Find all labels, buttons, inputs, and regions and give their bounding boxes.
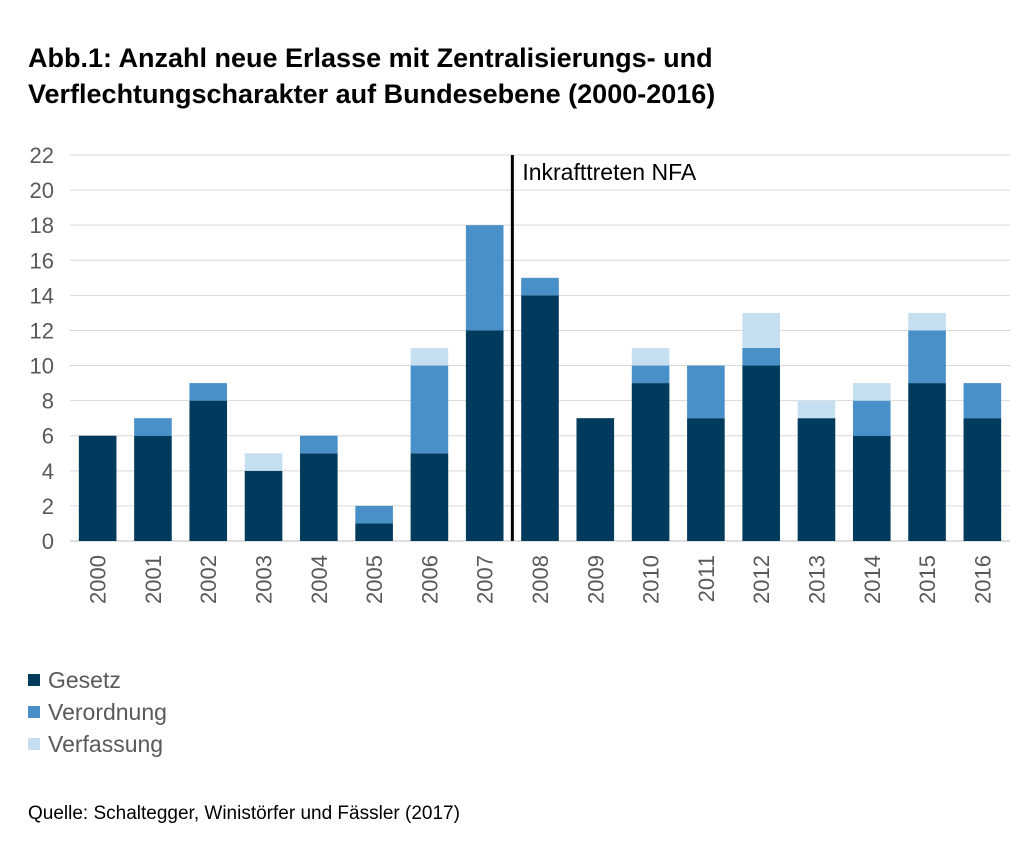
bar-gesetz-2008 xyxy=(521,295,559,541)
x-tick-label: 2011 xyxy=(694,555,719,602)
bar-verordnung-2001 xyxy=(134,418,172,436)
x-tick-label: 2001 xyxy=(141,555,166,604)
bar-gesetz-2002 xyxy=(189,400,228,541)
bar-verordnung-2006 xyxy=(410,365,449,454)
legend: Gesetz Verordnung Verfassung xyxy=(28,664,167,760)
x-tick-label: 2007 xyxy=(473,555,498,604)
x-tick-label: 2008 xyxy=(528,555,553,604)
bar-gesetz-2014 xyxy=(852,435,891,541)
annotation-label: Inkrafttreten NFA xyxy=(522,159,697,185)
bar-verfassung-2015 xyxy=(908,312,946,331)
legend-item-verordnung: Verordnung xyxy=(28,696,167,728)
legend-label: Gesetz xyxy=(48,666,121,693)
legend-label: Verordnung xyxy=(48,698,167,725)
bar-gesetz-2013 xyxy=(797,418,836,541)
bar-verordnung-2012 xyxy=(742,348,780,366)
bar-verordnung-2010 xyxy=(631,365,670,384)
x-tick-label: 2002 xyxy=(196,555,221,604)
source-note: Quelle: Schaltegger, Winistörfer und Fäs… xyxy=(28,803,460,824)
bar-verordnung-2011 xyxy=(687,365,725,419)
legend-swatch xyxy=(28,674,40,686)
x-tick-label: 2000 xyxy=(86,555,111,604)
bar-gesetz-2000 xyxy=(78,435,117,541)
bar-gesetz-2007 xyxy=(465,330,504,541)
x-tick-label: 2014 xyxy=(860,555,885,604)
bar-verfassung-2014 xyxy=(852,383,891,401)
x-tick-label: 2012 xyxy=(749,555,774,604)
bar-gesetz-2006 xyxy=(410,453,449,541)
bar-gesetz-2010 xyxy=(631,383,670,541)
bar-gesetz-2001 xyxy=(134,435,172,541)
y-tick-label: 20 xyxy=(30,178,54,203)
bar-gesetz-2005 xyxy=(355,523,393,541)
bar-verordnung-2002 xyxy=(189,383,228,401)
bar-verordnung-2008 xyxy=(521,277,559,296)
legend-label: Verfassung xyxy=(48,730,164,757)
y-tick-label: 12 xyxy=(30,318,54,343)
x-tick-label: 2010 xyxy=(639,555,664,604)
bar-verordnung-2015 xyxy=(908,330,946,384)
bar-verordnung-2007 xyxy=(465,225,504,331)
x-tick-label: 2004 xyxy=(307,555,332,604)
chart-title-line-1: Abb.1: Anzahl neue Erlasse mit Zentralis… xyxy=(28,43,713,73)
bar-gesetz-2016 xyxy=(963,418,1002,541)
y-tick-label: 0 xyxy=(42,529,54,554)
bar-verfassung-2010 xyxy=(631,348,670,366)
chart-title-line-2: Verflechtungscharakter auf Bundesebene (… xyxy=(28,79,716,109)
bar-verordnung-2016 xyxy=(963,383,1002,419)
bar-verfassung-2012 xyxy=(742,312,780,348)
x-tick-label: 2005 xyxy=(362,555,387,604)
bar-chart: 0 2 4 6 8 10 12 14 16 18 20 22 2000 2001 2002 2003 2004 2… xyxy=(30,143,1010,604)
bar-verordnung-2005 xyxy=(355,505,393,524)
legend-swatch xyxy=(28,706,40,718)
x-tick-label: 2016 xyxy=(970,555,995,604)
bar-verordnung-2004 xyxy=(300,435,338,454)
chart-title: Abb.1: Anzahl neue Erlasse mit Zentralis… xyxy=(28,40,988,112)
legend-swatch xyxy=(28,738,40,750)
x-tick-label: 2003 xyxy=(252,555,277,604)
y-tick-label: 16 xyxy=(30,248,54,273)
y-tick-label: 22 xyxy=(30,143,54,168)
y-tick-label: 8 xyxy=(42,389,54,414)
bar-gesetz-2015 xyxy=(908,383,946,541)
y-tick-label: 2 xyxy=(42,494,54,519)
legend-item-gesetz: Gesetz xyxy=(28,664,167,696)
bar-gesetz-2003 xyxy=(244,470,283,541)
bar-verfassung-2006 xyxy=(410,348,449,366)
bar-gesetz-2011 xyxy=(687,418,725,541)
x-tick-label: 2006 xyxy=(417,555,442,604)
x-tick-label: 2013 xyxy=(804,555,829,604)
bar-verfassung-2013 xyxy=(797,400,836,419)
x-tick-label: 2009 xyxy=(583,555,608,604)
y-tick-label: 6 xyxy=(42,424,54,449)
bar-gesetz-2009 xyxy=(576,418,615,541)
bar-verordnung-2014 xyxy=(852,400,891,436)
x-tick-label: 2015 xyxy=(915,555,940,604)
legend-item-verfassung: Verfassung xyxy=(28,728,167,760)
bar-verfassung-2003 xyxy=(244,453,283,471)
y-tick-label: 4 xyxy=(42,459,54,484)
bar-gesetz-2012 xyxy=(742,365,780,541)
y-tick-label: 18 xyxy=(30,213,54,238)
y-tick-label: 14 xyxy=(30,283,54,308)
y-tick-label: 10 xyxy=(30,354,54,379)
bar-gesetz-2004 xyxy=(300,453,338,541)
